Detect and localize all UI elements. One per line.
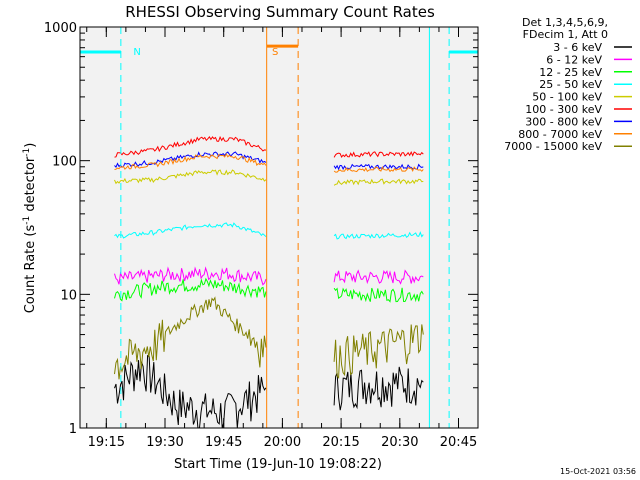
- x-tick-label-4: 20:15: [322, 435, 359, 450]
- series-line-3-0: [114, 222, 267, 239]
- x-tick-label-1: 19:30: [146, 435, 183, 450]
- y-tick-label-2: 100: [52, 155, 77, 170]
- series-line-0-0: [114, 354, 267, 429]
- series-3: [114, 222, 424, 240]
- y-tick-label-0: 1: [69, 422, 77, 437]
- series-line-6-0: [114, 151, 267, 169]
- annotation-n: N: [133, 47, 140, 58]
- series-line-4-0: [114, 169, 267, 185]
- x-tick-label-5: 20:30: [381, 435, 418, 450]
- chart-title: RHESSI Observing Summary Count Rates: [125, 3, 435, 21]
- y-axis-title: Count Rate (s-1 detector-1): [22, 143, 38, 314]
- legend-label-0: 3 - 6 keV: [553, 41, 602, 54]
- series-0: [114, 354, 424, 429]
- series-line-1-0: [114, 266, 267, 286]
- legend-label-3: 25 - 50 keV: [539, 78, 602, 91]
- plot-background: [80, 27, 478, 428]
- legend-label-2: 12 - 25 keV: [539, 66, 602, 79]
- series-2: [114, 277, 424, 303]
- legend-label-7: 800 - 7000 keV: [518, 128, 602, 141]
- legend-label-8: 7000 - 15000 keV: [504, 140, 602, 153]
- series-line-0-1: [333, 366, 424, 411]
- series-line-5-1: [333, 151, 424, 158]
- series-line-5-0: [114, 135, 267, 158]
- series-8: [114, 296, 424, 380]
- series-line-2-0: [114, 277, 267, 302]
- legend-header: Det 1,3,4,5,6,9,FDecim 1, Att 0: [522, 16, 608, 41]
- y-tick-label-1: 10: [60, 288, 77, 303]
- series-5: [114, 135, 424, 158]
- legend-header-line-1: FDecim 1, Att 0: [523, 28, 608, 41]
- series-4: [114, 169, 424, 186]
- legend-label-1: 6 - 12 keV: [546, 53, 602, 66]
- annotation-s: S: [272, 47, 278, 58]
- series-7: [114, 153, 424, 173]
- axis-frame: [79, 26, 479, 429]
- x-tick-label-6: 20:45: [440, 435, 477, 450]
- series-line-3-1: [333, 231, 424, 240]
- y-tick-label-3: 1000: [44, 21, 77, 36]
- x-tick-label-0: 19:15: [88, 435, 125, 450]
- series-line-8-1: [333, 324, 424, 380]
- legend-label-4: 50 - 100 keV: [532, 91, 602, 104]
- plot-area: [80, 27, 478, 428]
- series-1: [114, 266, 424, 286]
- series-line-2-1: [333, 287, 424, 303]
- series-line-8-0: [114, 296, 267, 380]
- legend-label-5: 100 - 300 keV: [525, 103, 602, 116]
- legend-header-line-0: Det 1,3,4,5,6,9,: [522, 16, 608, 29]
- series-line-4-1: [333, 178, 424, 186]
- x-tick-label-3: 20:00: [264, 435, 301, 450]
- x-axis-title: Start Time (19-Jun-10 19:08:22): [174, 457, 382, 472]
- axes: 1 10 100 1000 19:15 19:30 19:45 20:00 20:15 20:30…: [44, 21, 479, 450]
- legend-label-6: 300 - 800 keV: [525, 115, 602, 128]
- series-line-1-1: [333, 269, 424, 285]
- timestamp: 15-Oct-2021 03:56: [560, 467, 636, 476]
- x-tick-label-2: 19:45: [205, 435, 242, 450]
- series-line-7-1: [333, 166, 424, 173]
- series-line-7-0: [114, 153, 267, 170]
